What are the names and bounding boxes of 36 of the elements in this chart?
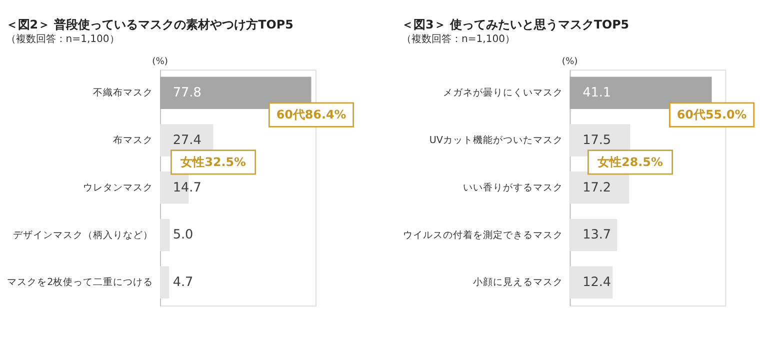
annotation: 60代86.4% (276, 107, 346, 122)
y-tick-label: UVカット機能がついたマスク (429, 134, 563, 146)
y-tick-label: いい香りがするマスク (462, 181, 563, 194)
y-tick-label: ウレタンマスク (83, 182, 154, 194)
data-label: 5.0 (172, 228, 194, 243)
bar (570, 218, 618, 252)
x-axis-title: (%) (562, 57, 578, 68)
y-tick-label: 小顔に見えるマスク (472, 276, 563, 288)
bar (570, 76, 712, 109)
text: （複数回答：n=1,100） (401, 33, 516, 46)
bar (570, 266, 613, 299)
data-label: 17.5 (582, 132, 612, 148)
chart-title: ＜図2＞ 普段使っているマスクの素材やつけ方TOP5 (6, 18, 294, 32)
text: （複数回答：n=1,100） (6, 33, 120, 46)
annotation: 女性28.5% (596, 154, 663, 169)
bar (160, 218, 170, 252)
data-label: 4.7 (172, 275, 194, 290)
x-axis-title: (%) (152, 57, 168, 68)
data-label: 17.2 (582, 180, 612, 196)
y-tick-label: デザインマスク（柄入りなど） (13, 228, 154, 241)
chart-title: ＜図3＞ 使ってみたいと思うマスクTOP5 (401, 18, 630, 32)
y-tick-label: 布マスク (113, 134, 154, 146)
annotation: 60代55.0% (676, 107, 747, 122)
data-label: 14.7 (172, 180, 202, 196)
y-tick-label: メガネが曇りにくいマスク (442, 86, 563, 99)
y-tick-label: ウイルスの付着を測定できるマスク (402, 228, 563, 241)
y-tick-label: 不織布マスク (93, 86, 154, 99)
y-tick-label: マスクを2枚使って二重につける (7, 276, 154, 288)
data-label: 13.7 (582, 228, 612, 243)
annotation: 女性32.5% (180, 154, 246, 169)
bar (160, 76, 312, 109)
data-label: 27.4 (172, 132, 202, 148)
data-label: 12.4 (582, 275, 612, 290)
data-label: 41.1 (582, 86, 612, 101)
bar (160, 266, 170, 299)
data-label: 77.8 (172, 86, 202, 101)
